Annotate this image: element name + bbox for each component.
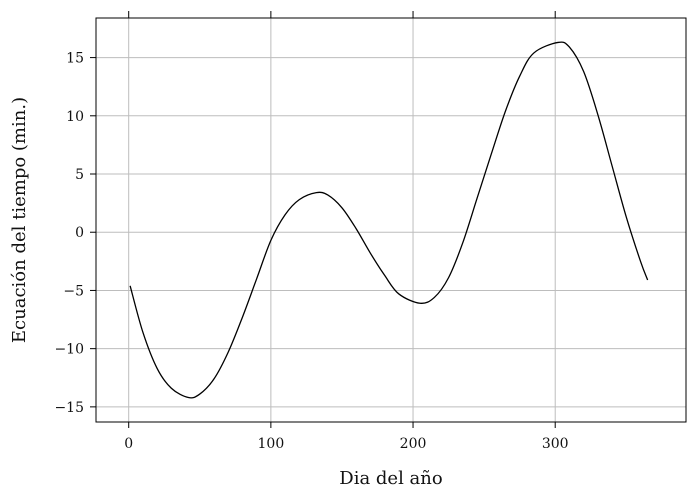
y-tick-label: 15 (66, 51, 84, 67)
series-layer (129, 41, 649, 399)
x-tick-label: 0 (124, 436, 133, 452)
y-tick-label: −5 (63, 283, 84, 299)
x-axis-label: Dia del año (339, 468, 442, 489)
y-axis-label: Ecuación del tiempo (min.) (9, 97, 30, 343)
ticks-layer: 0 100 200 300 −15 −10 −5 0 5 10 15 (54, 11, 569, 452)
y-tick-label: 5 (75, 167, 84, 183)
y-tick-label: −10 (54, 342, 84, 358)
y-tick-label: 0 (75, 225, 84, 241)
y-tick-label: 10 (66, 109, 84, 125)
grid-layer (96, 18, 686, 422)
y-tick-label: −15 (54, 400, 84, 416)
x-tick-label: 300 (542, 436, 569, 452)
x-tick-label: 200 (400, 436, 427, 452)
plot-frame (95, 17, 687, 423)
equation-of-time-series-line (129, 41, 649, 399)
x-tick-label: 100 (258, 436, 285, 452)
